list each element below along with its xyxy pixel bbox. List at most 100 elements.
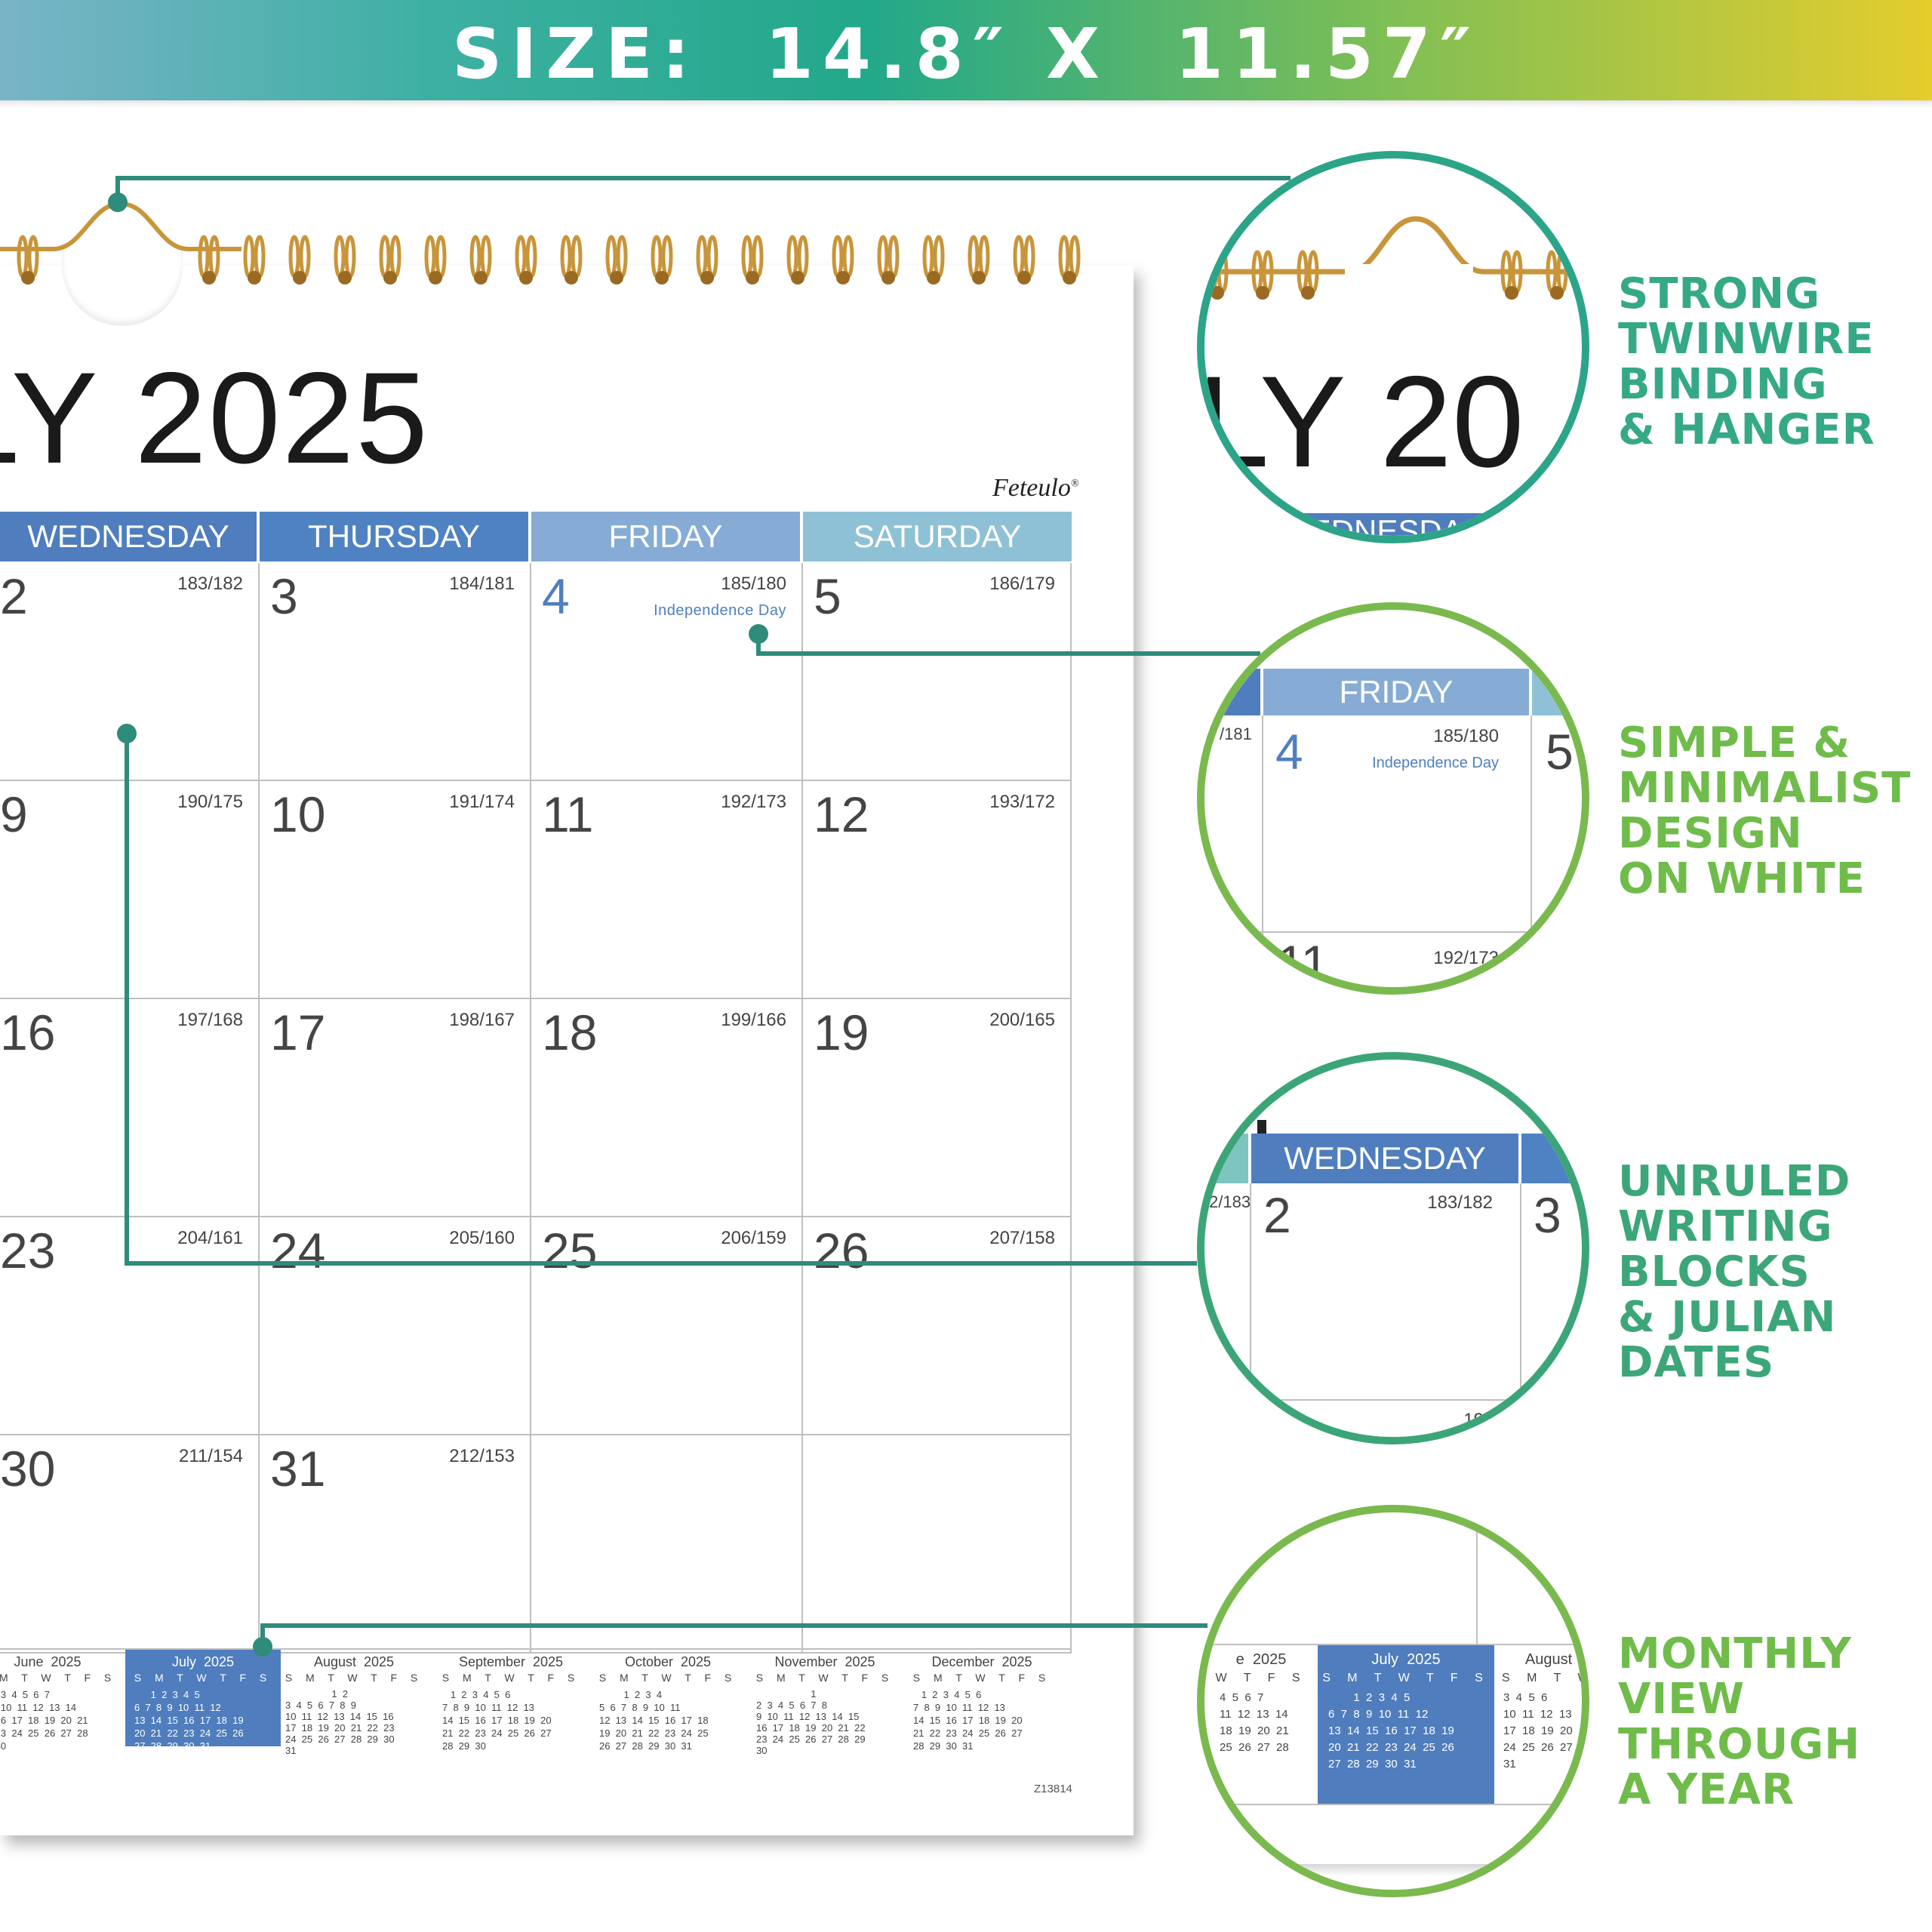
mini-month-days: 1 2 3 4 5 6 7 8 9 10 11 12 13 14 15 16 1… bbox=[442, 1689, 552, 1752]
year-overview-strip: June 2025 S M T W T F S 1 2 3 4 5 6 7 8 9 … bbox=[0, 1648, 1072, 1756]
day-cell[interactable]: 2 183/182 bbox=[0, 563, 260, 781]
mini-month-title: September 2025 bbox=[458, 1654, 564, 1669]
day-number: 9 bbox=[0, 786, 28, 842]
julian-date: 205/160 bbox=[449, 1228, 515, 1248]
julian-date: 211/154 bbox=[179, 1446, 243, 1466]
julian-date: 183/182 bbox=[177, 574, 243, 594]
day-cell[interactable]: 24 205/160 bbox=[260, 1217, 531, 1435]
feature-line: TWINWIRE bbox=[1618, 315, 1875, 364]
size-text: SIZE: 14.8″ X 11.57″ bbox=[451, 14, 1481, 94]
mini-month-weekdays: S M T W T F S bbox=[0, 1672, 117, 1684]
zoom-julian: 185/180 bbox=[1433, 726, 1499, 746]
zoom-wednesday-header: WEDNESDAY bbox=[1251, 1134, 1518, 1183]
day-cell[interactable]: 3 184/181 bbox=[260, 563, 531, 781]
julian-date: 198/167 bbox=[449, 1010, 515, 1030]
day-number: 24 bbox=[270, 1223, 326, 1278]
day-cell[interactable]: 18 199/166 bbox=[531, 999, 803, 1217]
zoom-julian-left: 2/183 bbox=[1209, 1192, 1251, 1211]
day-number: 18 bbox=[542, 1004, 598, 1060]
mini-month-weekdays: S M T W T F S bbox=[755, 1672, 894, 1684]
julian-date: 193/172 bbox=[989, 792, 1055, 812]
day-number: 3 bbox=[270, 568, 298, 624]
month-grid: 2 183/182 3 184/181 4 185/180 Independence Day… bbox=[0, 563, 1072, 1654]
julian-date: 206/159 bbox=[721, 1228, 786, 1248]
holiday-label: Independence Day bbox=[654, 602, 786, 619]
day-number: 11 bbox=[542, 786, 594, 842]
feature-line: & JULIAN bbox=[1618, 1293, 1837, 1342]
zoom-mini-august-title: August bbox=[1524, 1651, 1573, 1668]
julian-date: 200/165 bbox=[989, 1010, 1055, 1030]
zoom-day-header: WEDNESDA bbox=[1257, 513, 1544, 536]
zoom-binding: LY 20 WEDNESDA bbox=[1197, 151, 1589, 543]
day-number: 16 bbox=[0, 1004, 56, 1060]
mini-month-title: December 2025 bbox=[931, 1654, 1032, 1669]
zoom-mini-july-rows: 1 2 3 4 5 6 7 8 9 10 11 12 13 14 15 16 1… bbox=[1328, 1691, 1454, 1770]
zoom-writing-blocks: WEDNESDAY 2/183 2 183/182 3 9 190/175 bbox=[1197, 1052, 1589, 1444]
zoom-julian-left: /181 bbox=[1220, 724, 1252, 743]
mini-month-days: 1 2 3 4 5 6 7 8 9 10 11 12 13 14 15 16 1… bbox=[913, 1689, 1023, 1752]
day-number: 25 bbox=[542, 1223, 598, 1278]
product-code: Z13814 bbox=[1034, 1783, 1072, 1795]
mini-month-days: 1 2 3 4 5 6 7 8 9 10 11 12 13 14 15 16 1… bbox=[599, 1689, 709, 1752]
mini-month-days: 1 2 3 4 5 6 7 8 9 10 11 12 13 14 15 16 1… bbox=[285, 1688, 395, 1756]
day-cell[interactable]: 10 191/174 bbox=[260, 781, 531, 999]
julian-date: 212/153 bbox=[449, 1446, 515, 1466]
day-cell[interactable]: 9 190/175 bbox=[0, 781, 260, 999]
zoom-mini-july-title: July 2025 bbox=[1371, 1651, 1441, 1668]
month-title: LY 2025 bbox=[0, 346, 429, 491]
day-number: 31 bbox=[270, 1441, 326, 1497]
zoom-mini-june-title: e 2025 bbox=[1235, 1651, 1287, 1668]
mini-month: August 2025 S M T W T F S 1 2 3 4 5 6 7 8… bbox=[276, 1650, 432, 1756]
day-cell[interactable]: 12 193/172 bbox=[803, 781, 1072, 999]
feature-line: ON WHITE bbox=[1618, 854, 1866, 903]
feature-line: BLOCKS bbox=[1618, 1247, 1810, 1297]
zoom-julian: 183/182 bbox=[1427, 1192, 1493, 1213]
day-number: 17 bbox=[270, 1004, 326, 1060]
julian-date: 186/179 bbox=[989, 574, 1055, 594]
julian-date: 192/173 bbox=[721, 792, 786, 812]
julian-date: 190/175 bbox=[177, 792, 243, 812]
day-cell[interactable]: 11 192/173 bbox=[531, 781, 803, 999]
day-cell[interactable] bbox=[531, 1435, 803, 1654]
feature-design: SIMPLE & MINIMALIST DESIGN ON WHITE bbox=[1618, 721, 1911, 902]
day-number: 19 bbox=[814, 1004, 869, 1060]
mini-month: October 2025 S M T W T F S 1 2 3 4 5 6 7 … bbox=[590, 1650, 746, 1752]
feature-binding: STRONG TWINWIRE BINDING & HANGER bbox=[1618, 272, 1875, 453]
zoom-below-day-number: 9 bbox=[1265, 1398, 1293, 1444]
mini-month-days: 1 2 3 4 5 6 7 8 9 10 11 12 13 14 15 16 1… bbox=[756, 1688, 866, 1756]
julian-date: 197/168 bbox=[177, 1010, 243, 1030]
mini-month-title: June 2025 bbox=[14, 1654, 82, 1669]
zoom-next-day-number: 3 bbox=[1534, 1187, 1561, 1243]
day-cell[interactable]: 25 206/159 bbox=[531, 1217, 803, 1435]
day-cell[interactable] bbox=[803, 1435, 1072, 1654]
day-number: 2 bbox=[0, 568, 28, 624]
julian-date: 185/180 bbox=[721, 574, 786, 594]
day-cell[interactable]: 26 207/158 bbox=[803, 1217, 1072, 1435]
feature-writing-blocks: UNRULED WRITING BLOCKS & JULIAN DATES bbox=[1618, 1159, 1850, 1386]
mini-month-title: October 2025 bbox=[624, 1654, 712, 1669]
julian-date: 191/174 bbox=[449, 792, 515, 812]
day-cell[interactable]: 19 200/165 bbox=[803, 999, 1072, 1217]
day-cell[interactable]: 23 204/161 bbox=[0, 1217, 260, 1435]
day-header-wednesday: WEDNESDAY bbox=[0, 512, 257, 561]
day-cell[interactable]: 5 186/179 bbox=[803, 563, 1072, 781]
mini-month-title: November 2025 bbox=[774, 1654, 875, 1669]
zoom-month-title: LY 20 bbox=[1197, 349, 1524, 494]
day-number: 4 bbox=[542, 568, 570, 624]
feature-line: MINIMALIST bbox=[1618, 764, 1912, 813]
day-cell[interactable]: 31 212/153 bbox=[260, 1435, 531, 1654]
mini-month-title: July 2025 bbox=[171, 1654, 235, 1669]
feature-line: STRONG bbox=[1618, 269, 1821, 318]
mini-month-weekdays: S M T W T F S bbox=[285, 1672, 423, 1684]
feature-line: BINDING bbox=[1618, 360, 1828, 409]
zoom-binding-wire bbox=[1204, 216, 1582, 300]
day-cell[interactable]: 30 211/154 bbox=[0, 1435, 260, 1654]
day-cell[interactable]: 4 185/180 Independence Day bbox=[531, 563, 803, 781]
day-cell[interactable]: 17 198/167 bbox=[260, 999, 531, 1217]
mini-month: July 2025 S M T W T F S 1 2 3 4 5 6 7 8 9… bbox=[125, 1650, 281, 1752]
mini-month-weekdays: S M T W T F S bbox=[134, 1672, 272, 1684]
day-cell[interactable]: 16 197/168 bbox=[0, 999, 260, 1217]
zoom-year-overview: e 2025 W T F S 4 5 6 7 11 12 13 14 18 19… bbox=[1197, 1505, 1589, 1897]
feature-line: DATES bbox=[1618, 1338, 1775, 1387]
feature-line: SIMPLE & bbox=[1618, 718, 1851, 768]
